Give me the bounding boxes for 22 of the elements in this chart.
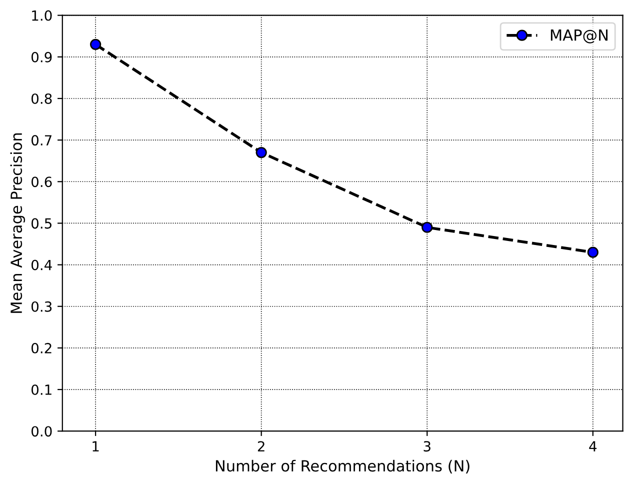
y-tick-label: 1.0 [32, 10, 52, 21]
y-tick-label: 0.6 [32, 176, 52, 188]
x-axis-title: Number of Recommendations (N) [216, 460, 470, 474]
legend-label: MAP@N [550, 30, 608, 44]
y-tick-label: 0.8 [32, 93, 52, 104]
x-tick-label: 3 [424, 441, 430, 452]
point [587, 246, 598, 258]
y-tick-label: 0.7 [32, 135, 52, 146]
y-tick-label: 0.1 [32, 384, 52, 395]
y-tick-label: 0.2 [32, 342, 52, 354]
y-tick-label: 0.0 [32, 426, 52, 437]
y-axis-title: Mean Average Precision [10, 133, 26, 313]
x-tick-label: 1 [92, 441, 99, 452]
point [90, 38, 102, 50]
y-tick-label: 0.3 [32, 301, 52, 312]
x-tick-label: 2 [258, 441, 264, 452]
point [422, 222, 433, 233]
y-tick-label: 0.9 [32, 52, 52, 62]
y-tick-label: 0.4 [32, 260, 52, 270]
y-tick-label: 0.5 [32, 218, 52, 229]
point [256, 146, 267, 158]
x-tick-label: 4 [589, 441, 597, 452]
